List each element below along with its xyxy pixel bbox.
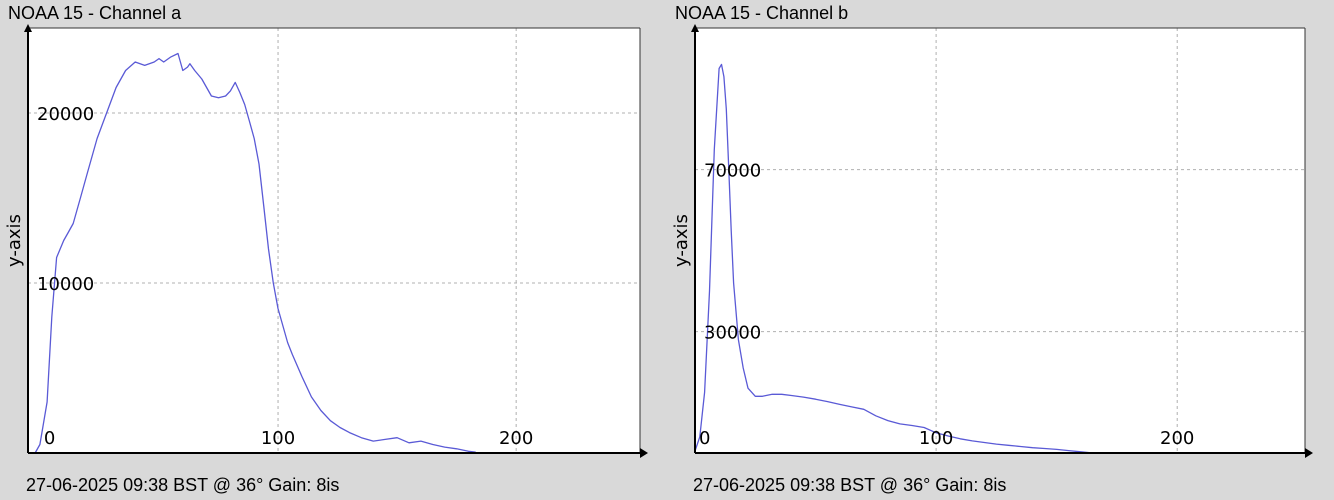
y-axis-arrow: [691, 24, 699, 32]
chart-b-svg: 0 100 200 30000 70000 y-axis: [671, 24, 1313, 458]
series-line-a-0: [34, 52, 476, 454]
x-tick-label: 100: [261, 428, 295, 449]
plot-area-a: [28, 28, 640, 453]
y-tick-label: 10000: [37, 274, 94, 295]
y-tick-label: 20000: [37, 104, 94, 125]
x-axis-arrow: [1305, 448, 1313, 458]
y-tick-label: 30000: [704, 323, 761, 344]
x-tick-label: 0: [44, 428, 55, 449]
chart-footer-a: 27-06-2025 09:38 BST @ 36° Gain: 8is: [26, 475, 340, 495]
chart-title-a: NOAA 15 - Channel a: [8, 3, 182, 23]
y-axis-label: y-axis: [4, 214, 25, 267]
chart-panel-a: NOAA 15 - Channel a 0 100 200 10000 20000 y-a…: [0, 0, 650, 500]
x-tick-label: 0: [699, 428, 710, 449]
chart-title-b: NOAA 15 - Channel b: [675, 3, 849, 23]
series-line-b-0: [694, 63, 1093, 454]
y-tick-label: 70000: [704, 161, 761, 182]
plot-area-b: [695, 28, 1305, 453]
x-tick-label: 200: [499, 428, 533, 449]
y-axis-arrow: [24, 24, 32, 32]
chart-a-svg: 0 100 200 10000 20000 y-axis: [4, 24, 648, 458]
chart-footer-b: 27-06-2025 09:38 BST @ 36° Gain: 8is: [693, 475, 1007, 495]
chart-panel-b: NOAA 15 - Channel b 0 100 200 30000 70000 y-a…: [667, 0, 1334, 500]
x-axis-arrow: [640, 448, 648, 458]
y-axis-label: y-axis: [671, 214, 692, 267]
x-tick-label: 100: [919, 428, 953, 449]
x-tick-label: 200: [1160, 428, 1194, 449]
